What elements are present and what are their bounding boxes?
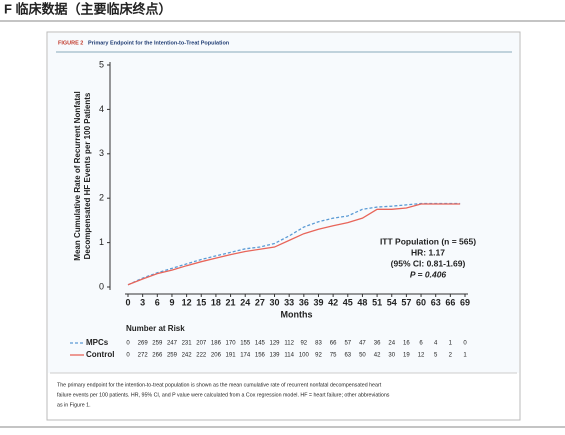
y-tick-label: 4 (99, 104, 104, 114)
series-line (127, 203, 461, 286)
y-tick-label: 3 (99, 148, 104, 158)
risk-count: 174 (240, 353, 251, 359)
x-tick-label: 12 (182, 297, 192, 307)
x-tick-label: 45 (343, 297, 353, 307)
risk-count: 5 (434, 353, 438, 359)
x-tick-label: 18 (211, 297, 221, 307)
risk-count: 145 (255, 341, 266, 347)
risk-count: 112 (284, 341, 294, 347)
risk-count: 272 (138, 353, 149, 359)
annotation: HR: 1.17 (411, 247, 445, 257)
risk-count: 247 (167, 341, 178, 347)
x-tick-label: 63 (431, 297, 441, 307)
x-tick-label: 3 (140, 297, 145, 307)
risk-count: 12 (418, 353, 425, 359)
risk-count: 1 (449, 341, 453, 347)
heading: F 临床数据（主要临床终点） (4, 1, 172, 16)
risk-count: 16 (403, 341, 410, 347)
caption: as in Figure 1. (57, 402, 91, 408)
risk-count: 222 (196, 353, 207, 359)
x-tick-label: 42 (328, 297, 338, 307)
x-tick-label: 30 (270, 297, 280, 307)
x-tick-label: 48 (357, 297, 367, 307)
legend-label: MPCs (86, 338, 109, 347)
risk-count: 186 (211, 341, 222, 347)
risk-count: 4 (434, 341, 438, 347)
risk-count: 1 (463, 353, 467, 359)
x-tick-label: 57 (401, 297, 411, 307)
legend-label: Control (86, 350, 114, 359)
risk-count: 83 (315, 341, 322, 347)
risk-count: 24 (388, 341, 395, 347)
risk-count: 170 (226, 341, 237, 347)
x-tick-label: 60 (416, 297, 426, 307)
annotation: (95% CI: 0.81-1.69) (391, 258, 466, 268)
x-tick-label: 66 (445, 297, 455, 307)
figure-label: FIGURE 2 (58, 40, 83, 46)
risk-count: 139 (270, 353, 281, 359)
x-tick-label: 69 (460, 297, 470, 307)
y-tick-label: 2 (99, 193, 104, 203)
risk-count: 75 (330, 353, 337, 359)
x-tick-label: 33 (284, 297, 294, 307)
caption: The primary endpoint for the intention-t… (57, 382, 382, 388)
risk-count: 100 (299, 353, 310, 359)
x-tick-label: 6 (155, 297, 160, 307)
risk-count: 92 (315, 353, 322, 359)
risk-count: 30 (388, 353, 395, 359)
risk-count: 114 (284, 353, 294, 359)
risk-count: 129 (270, 341, 281, 347)
x-tick-label: 54 (387, 297, 397, 307)
risk-count: 242 (182, 353, 193, 359)
risk-count: 47 (359, 341, 366, 347)
risk-count: 259 (152, 341, 163, 347)
y-tick-label: 0 (99, 281, 104, 291)
risk-count: 57 (344, 341, 351, 347)
risk-count: 66 (330, 341, 337, 347)
risk-count: 6 (419, 341, 423, 347)
figure-title: Primary Endpoint for the Intention-to-Tr… (88, 40, 230, 46)
y-tick-label: 5 (99, 59, 104, 69)
annotation: P = 0.406 (410, 269, 447, 279)
y-axis-label: Mean Cumulative Rate of Recurrent Nonfat… (73, 91, 82, 260)
figure-bg (48, 33, 519, 373)
caption: failure events per 100 patients. HR, 95%… (57, 392, 390, 398)
risk-count: 269 (138, 341, 149, 347)
risk-count: 155 (240, 341, 251, 347)
risk-count: 2 (449, 353, 453, 359)
x-tick-label: 15 (196, 297, 206, 307)
x-tick-label: 39 (313, 297, 323, 307)
annotation: ITT Population (n = 565) (380, 236, 476, 246)
x-tick-label: 27 (255, 297, 265, 307)
x-tick-label: 9 (169, 297, 174, 307)
risk-count: 36 (374, 341, 381, 347)
x-tick-label: 0 (125, 297, 130, 307)
x-tick-label: 51 (372, 297, 382, 307)
series-line (127, 202, 461, 286)
risk-count: 207 (196, 341, 207, 347)
risk-count: 50 (359, 353, 366, 359)
y-axis-label: Decompensated HF Events per 100 Patients (83, 92, 92, 259)
risk-title: Number at Risk (126, 324, 185, 333)
risk-count: 231 (182, 341, 193, 347)
risk-count: 19 (403, 353, 410, 359)
risk-count: 42 (374, 353, 381, 359)
risk-count: 92 (300, 341, 307, 347)
risk-count: 63 (344, 353, 351, 359)
risk-count: 266 (152, 353, 163, 359)
risk-count: 191 (226, 353, 237, 359)
risk-count: 156 (255, 353, 266, 359)
risk-count: 0 (463, 341, 467, 347)
risk-count: 259 (167, 353, 178, 359)
x-tick-label: 36 (299, 297, 309, 307)
x-tick-label: 21 (226, 297, 236, 307)
risk-count: 206 (211, 353, 222, 359)
risk-count: 0 (126, 341, 130, 347)
x-tick-label: 24 (240, 297, 250, 307)
x-axis-label: Months (281, 309, 313, 319)
y-tick-label: 1 (99, 237, 104, 247)
risk-count: 0 (126, 353, 130, 359)
